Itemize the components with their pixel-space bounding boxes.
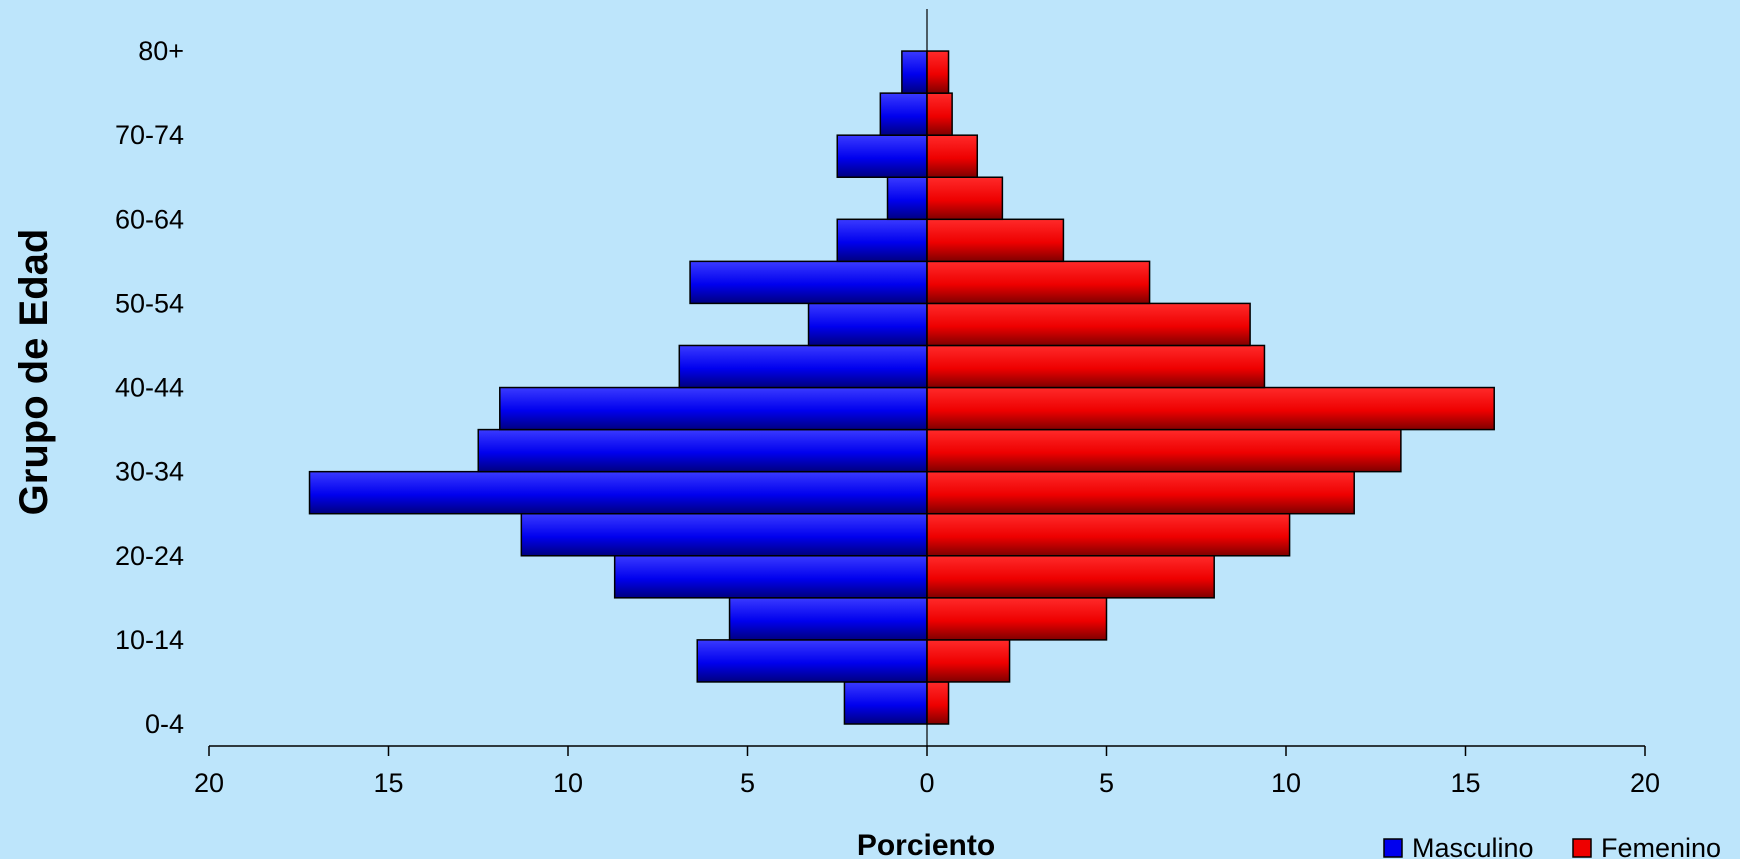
y-tick-label-80+: 80+ (138, 36, 184, 66)
y-tick-label-60-64: 60-64 (115, 204, 184, 234)
y-tick-label-70-74: 70-74 (115, 120, 184, 150)
axis-layer (208, 9, 1646, 756)
x-tick-label: 10 (553, 768, 583, 798)
bar-masculino-55-59 (836, 218, 928, 263)
y-tick-label-40-44: 40-44 (115, 373, 184, 403)
bar-femenino-70-74 (926, 92, 953, 136)
bar-femenino-15-19 (926, 555, 1215, 599)
x-tick-label: 15 (373, 768, 403, 798)
bar-masculino-75-79 (901, 50, 928, 94)
bar-femenino-50-54 (926, 260, 1151, 305)
legend: Masculino Femenino (1383, 833, 1721, 859)
bar-masculino-65-69 (836, 134, 928, 178)
bar-masculino-5-9 (696, 639, 928, 683)
x-tick-label: 5 (1099, 768, 1114, 798)
legend-swatch-masculino (1383, 838, 1403, 858)
bar-femenino-30-34 (926, 428, 1402, 473)
x-tick-label: 0 (919, 768, 934, 798)
x-tick-label: 10 (1271, 768, 1301, 798)
bar-masculino-50-54 (689, 260, 928, 305)
bar-femenino-10-14 (926, 597, 1108, 641)
bar-femenino-65-69 (926, 134, 979, 178)
y-tick-label-10-14: 10-14 (115, 625, 184, 655)
bar-masculino-30-34 (477, 428, 928, 473)
bar-femenino-55-59 (926, 218, 1065, 263)
bar-femenino-75-79 (926, 50, 950, 94)
y-axis-title: Grupo de Edad (12, 229, 56, 516)
legend-label-femenino: Femenino (1601, 833, 1721, 859)
bar-femenino-5-9 (926, 639, 1011, 683)
y-tick-label-20-24: 20-24 (115, 541, 184, 571)
x-tick-label: 5 (740, 768, 755, 798)
bar-masculino-70-74 (879, 92, 928, 136)
bar-femenino-45-49 (926, 302, 1251, 347)
legend-label-masculino: Masculino (1412, 833, 1534, 859)
bar-femenino-40-44 (926, 344, 1266, 389)
x-tick-label: 20 (194, 768, 224, 798)
bar-femenino-25-29 (926, 470, 1355, 515)
bar-masculino-20-24 (520, 512, 928, 557)
bar-masculino-0-4 (843, 681, 928, 725)
bar-femenino-20-24 (926, 512, 1291, 557)
bar-masculino-60-64 (886, 176, 928, 221)
legend-swatch-femenino (1572, 838, 1592, 858)
x-tick-label: 15 (1450, 768, 1480, 798)
y-tick-label-0-4: 0-4 (145, 709, 184, 739)
bar-masculino-10-14 (728, 597, 928, 641)
x-axis-title: Porciento (857, 829, 995, 859)
bar-femenino-35-39 (926, 386, 1495, 431)
bar-femenino-0-4 (926, 681, 950, 725)
bar-masculino-25-29 (308, 470, 928, 515)
x-tick-label: 20 (1630, 768, 1660, 798)
bars-layer (308, 50, 1495, 725)
bar-masculino-15-19 (613, 555, 928, 599)
labels-layer: 20 15 10 5 0 5 10 15 20 0-4 10-14 20-24 30-34 40-44 50… (115, 36, 1660, 798)
y-tick-label-50-54: 50-54 (115, 288, 184, 318)
bar-femenino-60-64 (926, 176, 1004, 221)
bar-masculino-45-49 (807, 302, 928, 347)
bar-masculino-40-44 (678, 344, 928, 389)
bar-masculino-35-39 (499, 386, 928, 431)
y-tick-label-30-34: 30-34 (115, 457, 184, 487)
